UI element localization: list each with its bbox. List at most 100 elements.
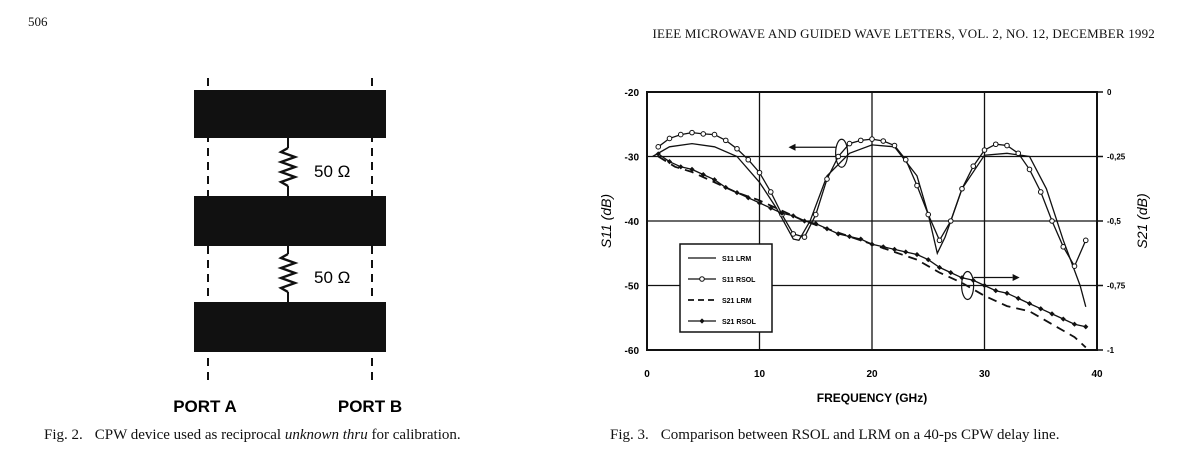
data-point — [813, 220, 819, 227]
x-tick-label: 20 — [866, 369, 878, 380]
figure-2-number: Fig. 2. — [44, 427, 83, 443]
data-point — [689, 129, 695, 136]
data-point — [936, 237, 943, 244]
data-point — [711, 177, 718, 183]
resistor-label-2: 50 Ω — [314, 268, 350, 287]
data-point — [947, 218, 954, 224]
data-point — [1049, 218, 1055, 224]
data-point — [914, 182, 920, 189]
data-point — [801, 218, 808, 224]
data-point — [902, 156, 909, 163]
y-tick-label-left: -60 — [625, 346, 640, 357]
data-point — [678, 164, 684, 170]
data-point — [824, 176, 830, 182]
y-axis-label-right: S21 (dB) — [1134, 193, 1150, 248]
y-tick-label-right: -0,25 — [1107, 153, 1126, 162]
data-point — [1071, 263, 1078, 269]
legend-entry: S11 LRM — [722, 256, 751, 263]
data-point — [936, 264, 943, 271]
data-point — [700, 131, 707, 137]
data-point — [734, 145, 740, 152]
data-point — [846, 140, 853, 147]
data-point — [768, 205, 774, 211]
data-point — [745, 195, 751, 201]
data-point — [1060, 316, 1066, 322]
data-point — [689, 166, 695, 172]
data-point — [948, 270, 954, 276]
x-tick-label: 30 — [979, 369, 991, 380]
figure-2-cpw-device: 50 Ω 50 Ω PORT A PORT B — [160, 70, 420, 420]
data-point — [1004, 290, 1010, 296]
data-point — [767, 189, 774, 195]
figure-3-number: Fig. 3. — [610, 427, 649, 443]
data-point — [790, 213, 796, 219]
y-tick-label-right: -0,5 — [1107, 217, 1121, 226]
page-number: 506 — [28, 14, 48, 29]
x-axis-label: FREQUENCY (GHz) — [817, 391, 927, 405]
series-s11-lrm — [652, 142, 1087, 307]
data-point — [1026, 300, 1033, 307]
x-tick-label: 0 — [644, 369, 650, 380]
data-point — [992, 141, 999, 148]
y-tick-label-left: -20 — [625, 88, 640, 99]
data-point — [914, 251, 920, 258]
data-point — [903, 249, 909, 255]
data-point — [655, 151, 661, 157]
data-point — [1071, 321, 1078, 327]
data-point — [666, 135, 673, 142]
chart-legend: S11 LRM S11 RSOL S21 LRM S21 RSOL — [679, 243, 773, 333]
data-point — [1026, 166, 1033, 173]
data-point — [869, 136, 875, 142]
data-point — [970, 163, 977, 169]
data-point — [745, 156, 752, 163]
data-point — [959, 185, 965, 192]
y-tick-label-left: -40 — [625, 217, 640, 228]
data-point — [734, 190, 740, 196]
data-point — [723, 184, 729, 191]
legend-entry: S11 RSOL — [722, 277, 756, 284]
data-point — [1004, 142, 1010, 149]
legend-marker — [699, 276, 705, 282]
ground-conductor-top — [194, 90, 386, 138]
figure-3-chart: 0 10 20 30 40 -20 -30 -40 -50 -60 0 -0,25 -0,5 -0,75 -… — [590, 80, 1170, 410]
chart-annotations — [788, 138, 1020, 301]
cpw-diagram: 50 Ω 50 Ω PORT A PORT B — [173, 78, 402, 416]
ground-conductor-bottom — [194, 302, 386, 352]
signal-conductor — [194, 196, 386, 246]
data-point — [801, 234, 808, 240]
y-axis-label-left: S11 (dB) — [598, 194, 614, 248]
data-point — [756, 200, 763, 206]
data-point — [857, 137, 864, 144]
annotation-arrowhead-left — [788, 143, 796, 151]
data-point — [925, 211, 932, 218]
data-point — [700, 171, 706, 178]
x-tick-label: 40 — [1091, 369, 1103, 380]
data-point — [677, 131, 684, 138]
running-header: IEEE MICROWAVE AND GUIDED WAVE LETTERS, … — [652, 26, 1155, 41]
data-point — [655, 144, 662, 150]
figure-2-caption: Fig. 2. CPW device used as reciprocal unk… — [44, 427, 461, 444]
data-point — [812, 211, 819, 218]
data-point — [981, 147, 988, 153]
annotation-ellipse-s21 — [961, 270, 975, 301]
legend-box — [679, 243, 773, 333]
data-point — [880, 138, 887, 144]
data-point — [824, 226, 830, 232]
data-point — [858, 236, 864, 242]
figure-3-caption: Fig. 3. Comparison between RSOL and LRM o… — [610, 427, 1059, 444]
data-point — [1083, 324, 1089, 330]
series-s11-rsol — [655, 129, 1089, 269]
y-tick-label-left: -30 — [625, 153, 640, 164]
data-point — [1015, 150, 1022, 157]
data-point — [711, 131, 718, 138]
data-point — [880, 244, 886, 250]
data-point — [779, 210, 785, 216]
data-point — [846, 233, 853, 240]
data-point — [1049, 311, 1055, 317]
port-a-label: PORT A — [173, 397, 237, 416]
data-point — [891, 142, 898, 149]
data-point — [981, 282, 988, 289]
data-point — [1038, 306, 1044, 312]
x-tick-label: 10 — [754, 369, 766, 380]
data-point — [1082, 237, 1089, 244]
